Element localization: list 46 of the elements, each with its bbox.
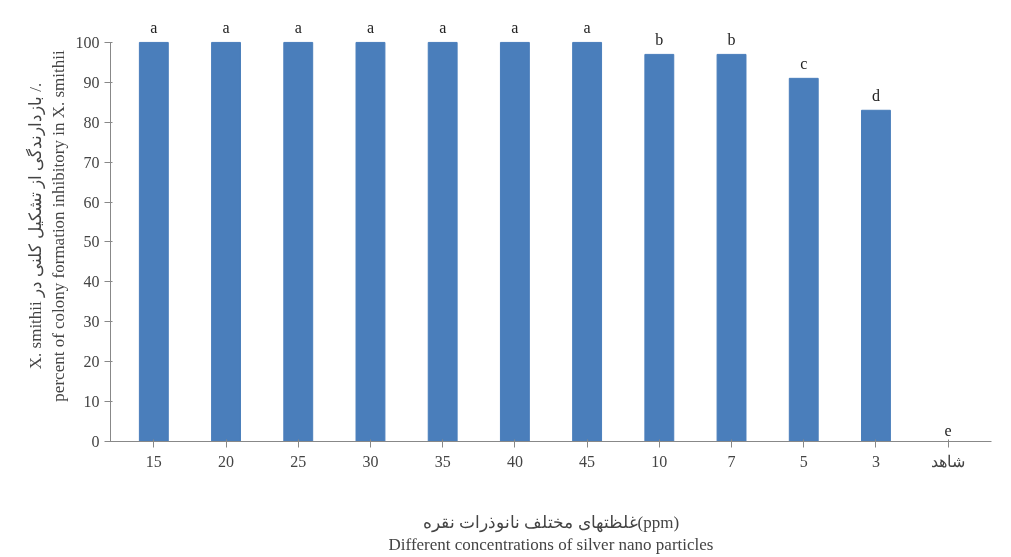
x-tick-label: 45 — [579, 452, 596, 470]
bar — [861, 109, 891, 442]
x-tick-label: 35 — [434, 452, 451, 470]
x-tick-label: 5 — [799, 452, 808, 470]
data-label: a — [294, 19, 302, 37]
data-label: d — [871, 87, 880, 105]
bar — [788, 77, 819, 442]
y-tick-label: 10 — [83, 393, 100, 411]
data-label: b — [655, 31, 664, 49]
bar — [427, 41, 458, 442]
data-label: a — [366, 19, 375, 37]
x-tick-label: 3 — [871, 452, 880, 470]
x-tick-label: 7 — [727, 452, 736, 470]
data-label: c — [800, 55, 808, 73]
data-label: a — [150, 19, 158, 37]
data-label: a — [583, 19, 591, 37]
x-tick-label: 20 — [218, 452, 235, 470]
data-label: b — [727, 31, 736, 49]
y-tick-label: 80 — [83, 113, 100, 131]
bar — [644, 53, 675, 442]
bar — [283, 41, 314, 442]
y-tick-label: 20 — [83, 353, 100, 371]
data-label: a — [222, 19, 230, 37]
y-tick-label: 50 — [83, 233, 100, 251]
data-label: a — [439, 19, 447, 37]
bar — [716, 53, 747, 442]
y-tick-label: 60 — [83, 193, 100, 211]
x-tick-label: 10 — [651, 452, 668, 470]
x-tick-label: شاهد — [931, 452, 966, 470]
x-tick-label: 25 — [290, 452, 307, 470]
x-tick-label: 40 — [506, 452, 523, 470]
data-label: e — [944, 421, 952, 439]
x-tick-label: 30 — [362, 452, 379, 470]
bar — [211, 41, 241, 442]
y-tick-label: 0 — [91, 433, 100, 450]
data-label: a — [511, 19, 519, 37]
x-tick-label: 15 — [145, 452, 162, 470]
y-tick-label: 40 — [83, 273, 100, 291]
bar — [355, 41, 386, 442]
y-tick-label: 90 — [83, 73, 100, 91]
bar — [138, 41, 169, 442]
y-tick-label: 30 — [83, 313, 100, 331]
bar — [499, 41, 530, 442]
y-tick-label: 100 — [75, 33, 100, 51]
bar — [572, 41, 603, 442]
y-tick-label: 70 — [83, 153, 100, 171]
